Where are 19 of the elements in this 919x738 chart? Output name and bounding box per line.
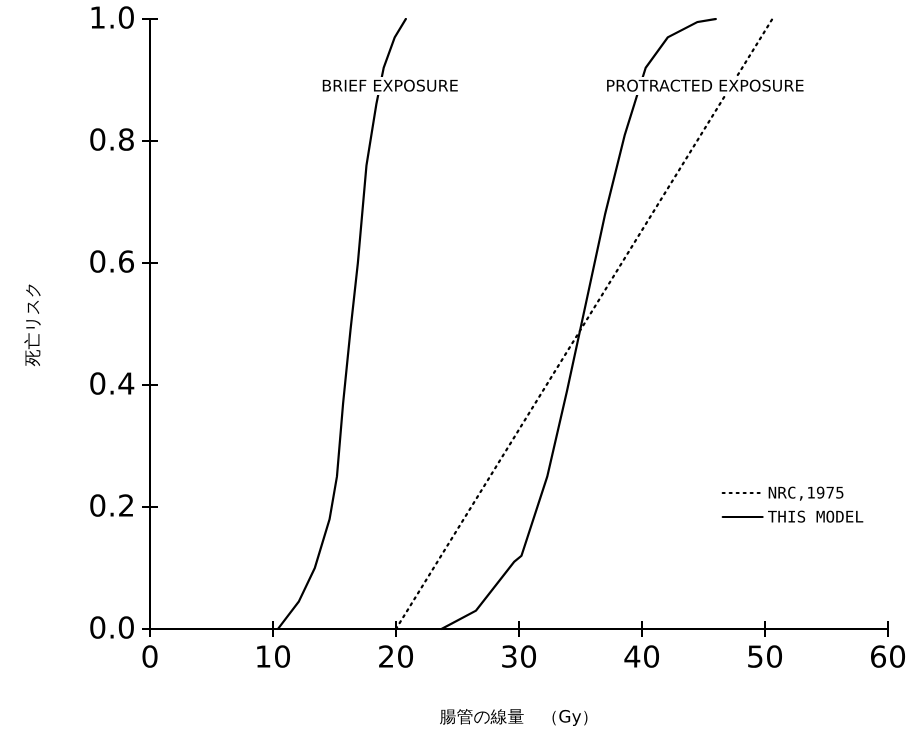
y-tick-label: 0.6 xyxy=(88,246,136,280)
y-tick-label: 0.2 xyxy=(88,490,136,524)
x-tick-label: 10 xyxy=(254,640,292,676)
x-tick-label: 40 xyxy=(622,640,662,676)
legend-label: THIS MODEL xyxy=(768,508,864,526)
y-tick-label: 0.8 xyxy=(88,124,136,158)
legend-label: NRC,1975 xyxy=(768,484,845,502)
y-tick-label: 1.0 xyxy=(88,2,136,36)
x-tick-label: 50 xyxy=(746,640,784,676)
x-tick-label: 30 xyxy=(500,640,538,676)
x-tick-label: 0 xyxy=(140,640,160,676)
x-axis-title: 腸管の線量 （Gy） xyxy=(439,708,599,728)
y-tick-label: 0.0 xyxy=(88,612,136,646)
y-axis-title: 死亡リスク xyxy=(24,282,44,366)
y-tick-label: 0.4 xyxy=(88,368,136,402)
x-tick-label: 60 xyxy=(868,640,908,676)
annotation: PROTRACTED EXPOSURE xyxy=(605,76,805,96)
x-tick-label: 20 xyxy=(376,640,416,676)
annotation: BRIEF EXPOSURE xyxy=(321,76,459,96)
